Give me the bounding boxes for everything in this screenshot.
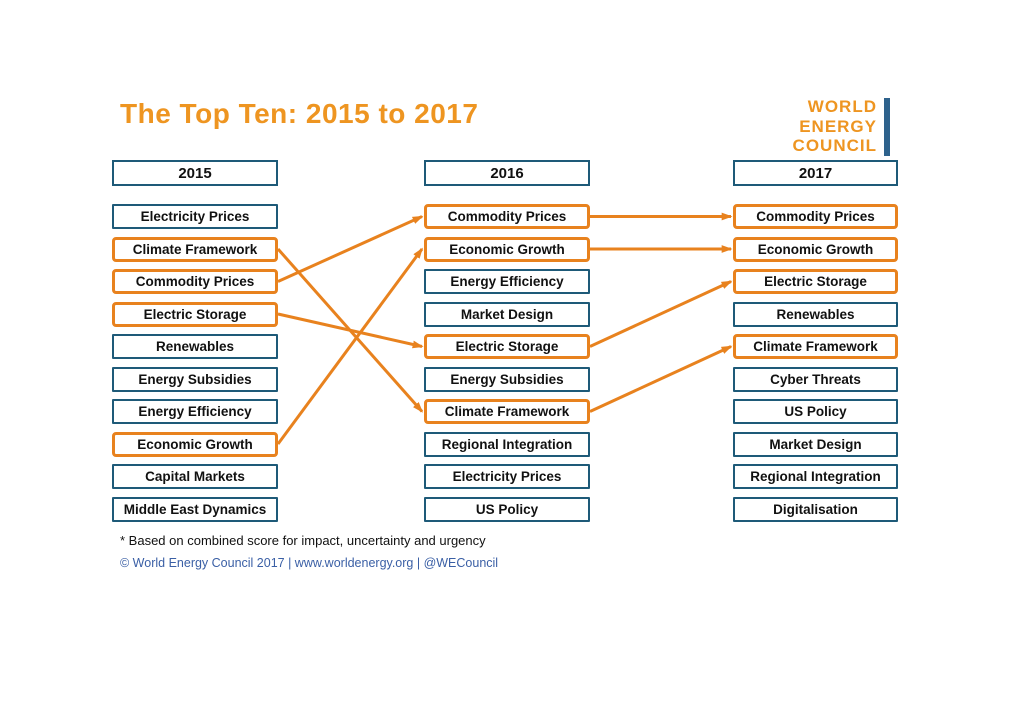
item-box: Economic Growth <box>112 431 278 457</box>
item-box: Regional Integration <box>424 431 590 457</box>
column-header-2017: 2017 <box>733 160 898 186</box>
item-box: Electricity Prices <box>112 204 278 229</box>
item-box: Regional Integration <box>733 464 898 489</box>
connector <box>589 345 733 413</box>
logo-word: WORLD <box>807 97 877 116</box>
item-box: Energy Subsidies <box>424 366 590 392</box>
item-box: US Policy <box>424 496 590 522</box>
logo-word: ENERGY <box>799 116 877 136</box>
column-header-2016: 2016 <box>424 160 590 186</box>
item-box: Electric Storage <box>112 301 278 327</box>
item-box: Energy Efficiency <box>424 269 590 294</box>
connector <box>589 280 733 348</box>
item-box: Economic Growth <box>424 236 590 262</box>
item-box: Market Design <box>733 431 898 457</box>
item-box: Middle East Dynamics <box>112 496 278 522</box>
item-box: Energy Subsidies <box>112 366 278 392</box>
item-box: Commodity Prices <box>112 269 278 294</box>
item-box: Digitalisation <box>733 496 898 522</box>
item-box: Capital Markets <box>112 464 278 489</box>
item-box: Energy Efficiency <box>112 399 278 424</box>
item-box: Electricity Prices <box>424 464 590 489</box>
item-box: Climate Framework <box>424 399 590 424</box>
item-box: Renewables <box>733 301 898 327</box>
logo-bar <box>884 98 890 156</box>
item-box: Cyber Threats <box>733 366 898 392</box>
connector <box>277 215 424 283</box>
footnote: * Based on combined score for impact, un… <box>120 533 486 548</box>
logo-wordmark: WORLD ENERGY COUNCIL <box>763 97 877 156</box>
item-box: Climate Framework <box>112 236 278 262</box>
connector <box>276 248 424 413</box>
item-box: Commodity Prices <box>733 204 898 229</box>
item-box: Economic Growth <box>733 236 898 262</box>
page-title: The Top Ten: 2015 to 2017 <box>120 98 479 129</box>
item-box: Electric Storage <box>733 269 898 294</box>
item-box: US Policy <box>733 399 898 424</box>
connector <box>277 312 424 349</box>
item-box: Commodity Prices <box>424 204 590 229</box>
connector <box>276 247 424 445</box>
item-box: Climate Framework <box>733 334 898 359</box>
wec-logo: WORLD ENERGY COUNCIL <box>763 97 890 156</box>
copyright-line: © World Energy Council 2017 | www.worlde… <box>120 556 499 570</box>
logo-word: COUNCIL <box>792 136 877 155</box>
item-box: Renewables <box>112 334 278 359</box>
item-box: Market Design <box>424 301 590 327</box>
item-box: Electric Storage <box>424 334 590 359</box>
column-header-2015: 2015 <box>112 160 278 186</box>
